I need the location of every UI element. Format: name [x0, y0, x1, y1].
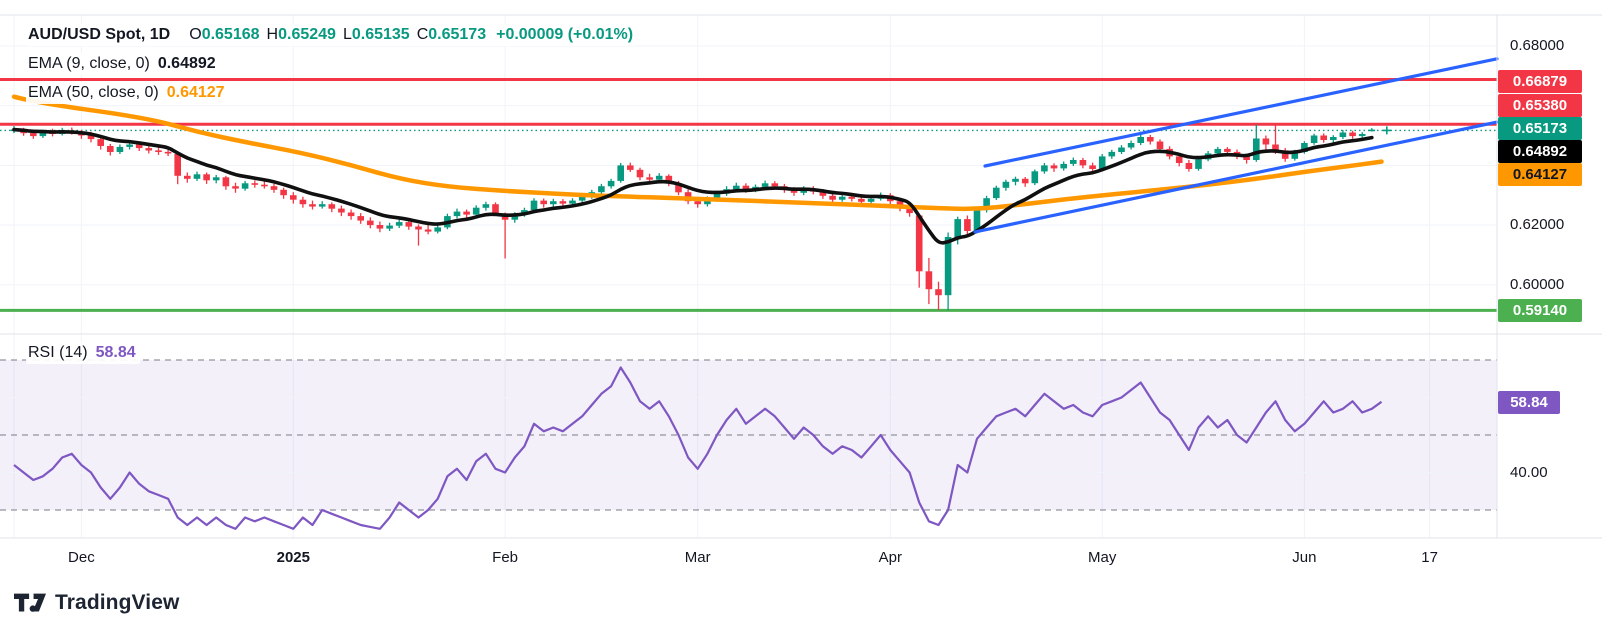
price-axis-label: 0.68000 — [1510, 37, 1565, 54]
open-label: O — [189, 26, 202, 43]
time-axis-label-jun: Jun — [1292, 549, 1317, 566]
high-value: 0.65249 — [278, 26, 336, 43]
time-axis-label-apr: Apr — [878, 549, 902, 566]
time-axis-label-may: May — [1088, 549, 1117, 566]
tradingview-logo[interactable]: TradingView — [14, 591, 179, 615]
ema9-label: EMA (9, close, 0) — [28, 55, 150, 72]
ema50-label: EMA (50, close, 0) — [28, 84, 159, 101]
price-badge: 0.66879 — [1498, 69, 1582, 93]
legend: AUD/USD Spot, 1D O0.65168 H0.65249 L0.65135… — [26, 24, 638, 111]
time-axis[interactable] — [0, 538, 1602, 584]
change-value: +0.00009 (+0.01%) — [496, 26, 634, 43]
rsi-axis-label: 40.00 — [1510, 464, 1548, 481]
price-badge: 0.59140 — [1498, 298, 1582, 322]
low-label: L — [342, 26, 352, 43]
symbol-title[interactable]: AUD/USD Spot, 1D — [28, 26, 171, 43]
time-axis-label-17: 17 — [1421, 549, 1438, 566]
price-badge: 0.64892 — [1498, 139, 1582, 163]
rsi-badge: 58.84 — [1498, 390, 1560, 414]
time-axis-label-dec: Dec — [68, 549, 95, 566]
ema9-value: 0.64892 — [157, 55, 216, 72]
rsi-legend-row[interactable]: RSI (14) 58.84 — [26, 342, 140, 364]
tradingview-logo-text: TradingView — [55, 591, 180, 614]
price-axis-label: 0.60000 — [1510, 276, 1565, 293]
price-badge: 0.65173 — [1498, 116, 1582, 140]
tradingview-logo-icon — [14, 593, 46, 612]
rsi-value: 58.84 — [95, 344, 136, 361]
price-axis-label: 0.62000 — [1510, 216, 1565, 233]
price-badge: 0.64127 — [1498, 162, 1582, 186]
open-value: 0.65168 — [201, 26, 260, 43]
close-value: 0.65173 — [428, 26, 487, 43]
price-badge: 0.65380 — [1498, 93, 1582, 117]
low-value: 0.65135 — [351, 26, 410, 43]
rsi-label: RSI (14) — [28, 344, 88, 361]
ema9-legend-row[interactable]: EMA (9, close, 0) 0.64892 — [26, 53, 637, 75]
ema50-legend-row[interactable]: EMA (50, close, 0) 0.64127 — [26, 82, 637, 104]
symbol-legend-row[interactable]: AUD/USD Spot, 1D O0.65168 H0.65249 L0.65135… — [26, 24, 638, 46]
time-axis-label-2025: 2025 — [276, 549, 310, 566]
ema50-value: 0.64127 — [166, 84, 225, 101]
time-axis-label-mar: Mar — [684, 549, 711, 566]
time-axis-label-feb: Feb — [492, 549, 519, 566]
high-label: H — [266, 26, 279, 43]
close-label: C — [416, 26, 429, 43]
